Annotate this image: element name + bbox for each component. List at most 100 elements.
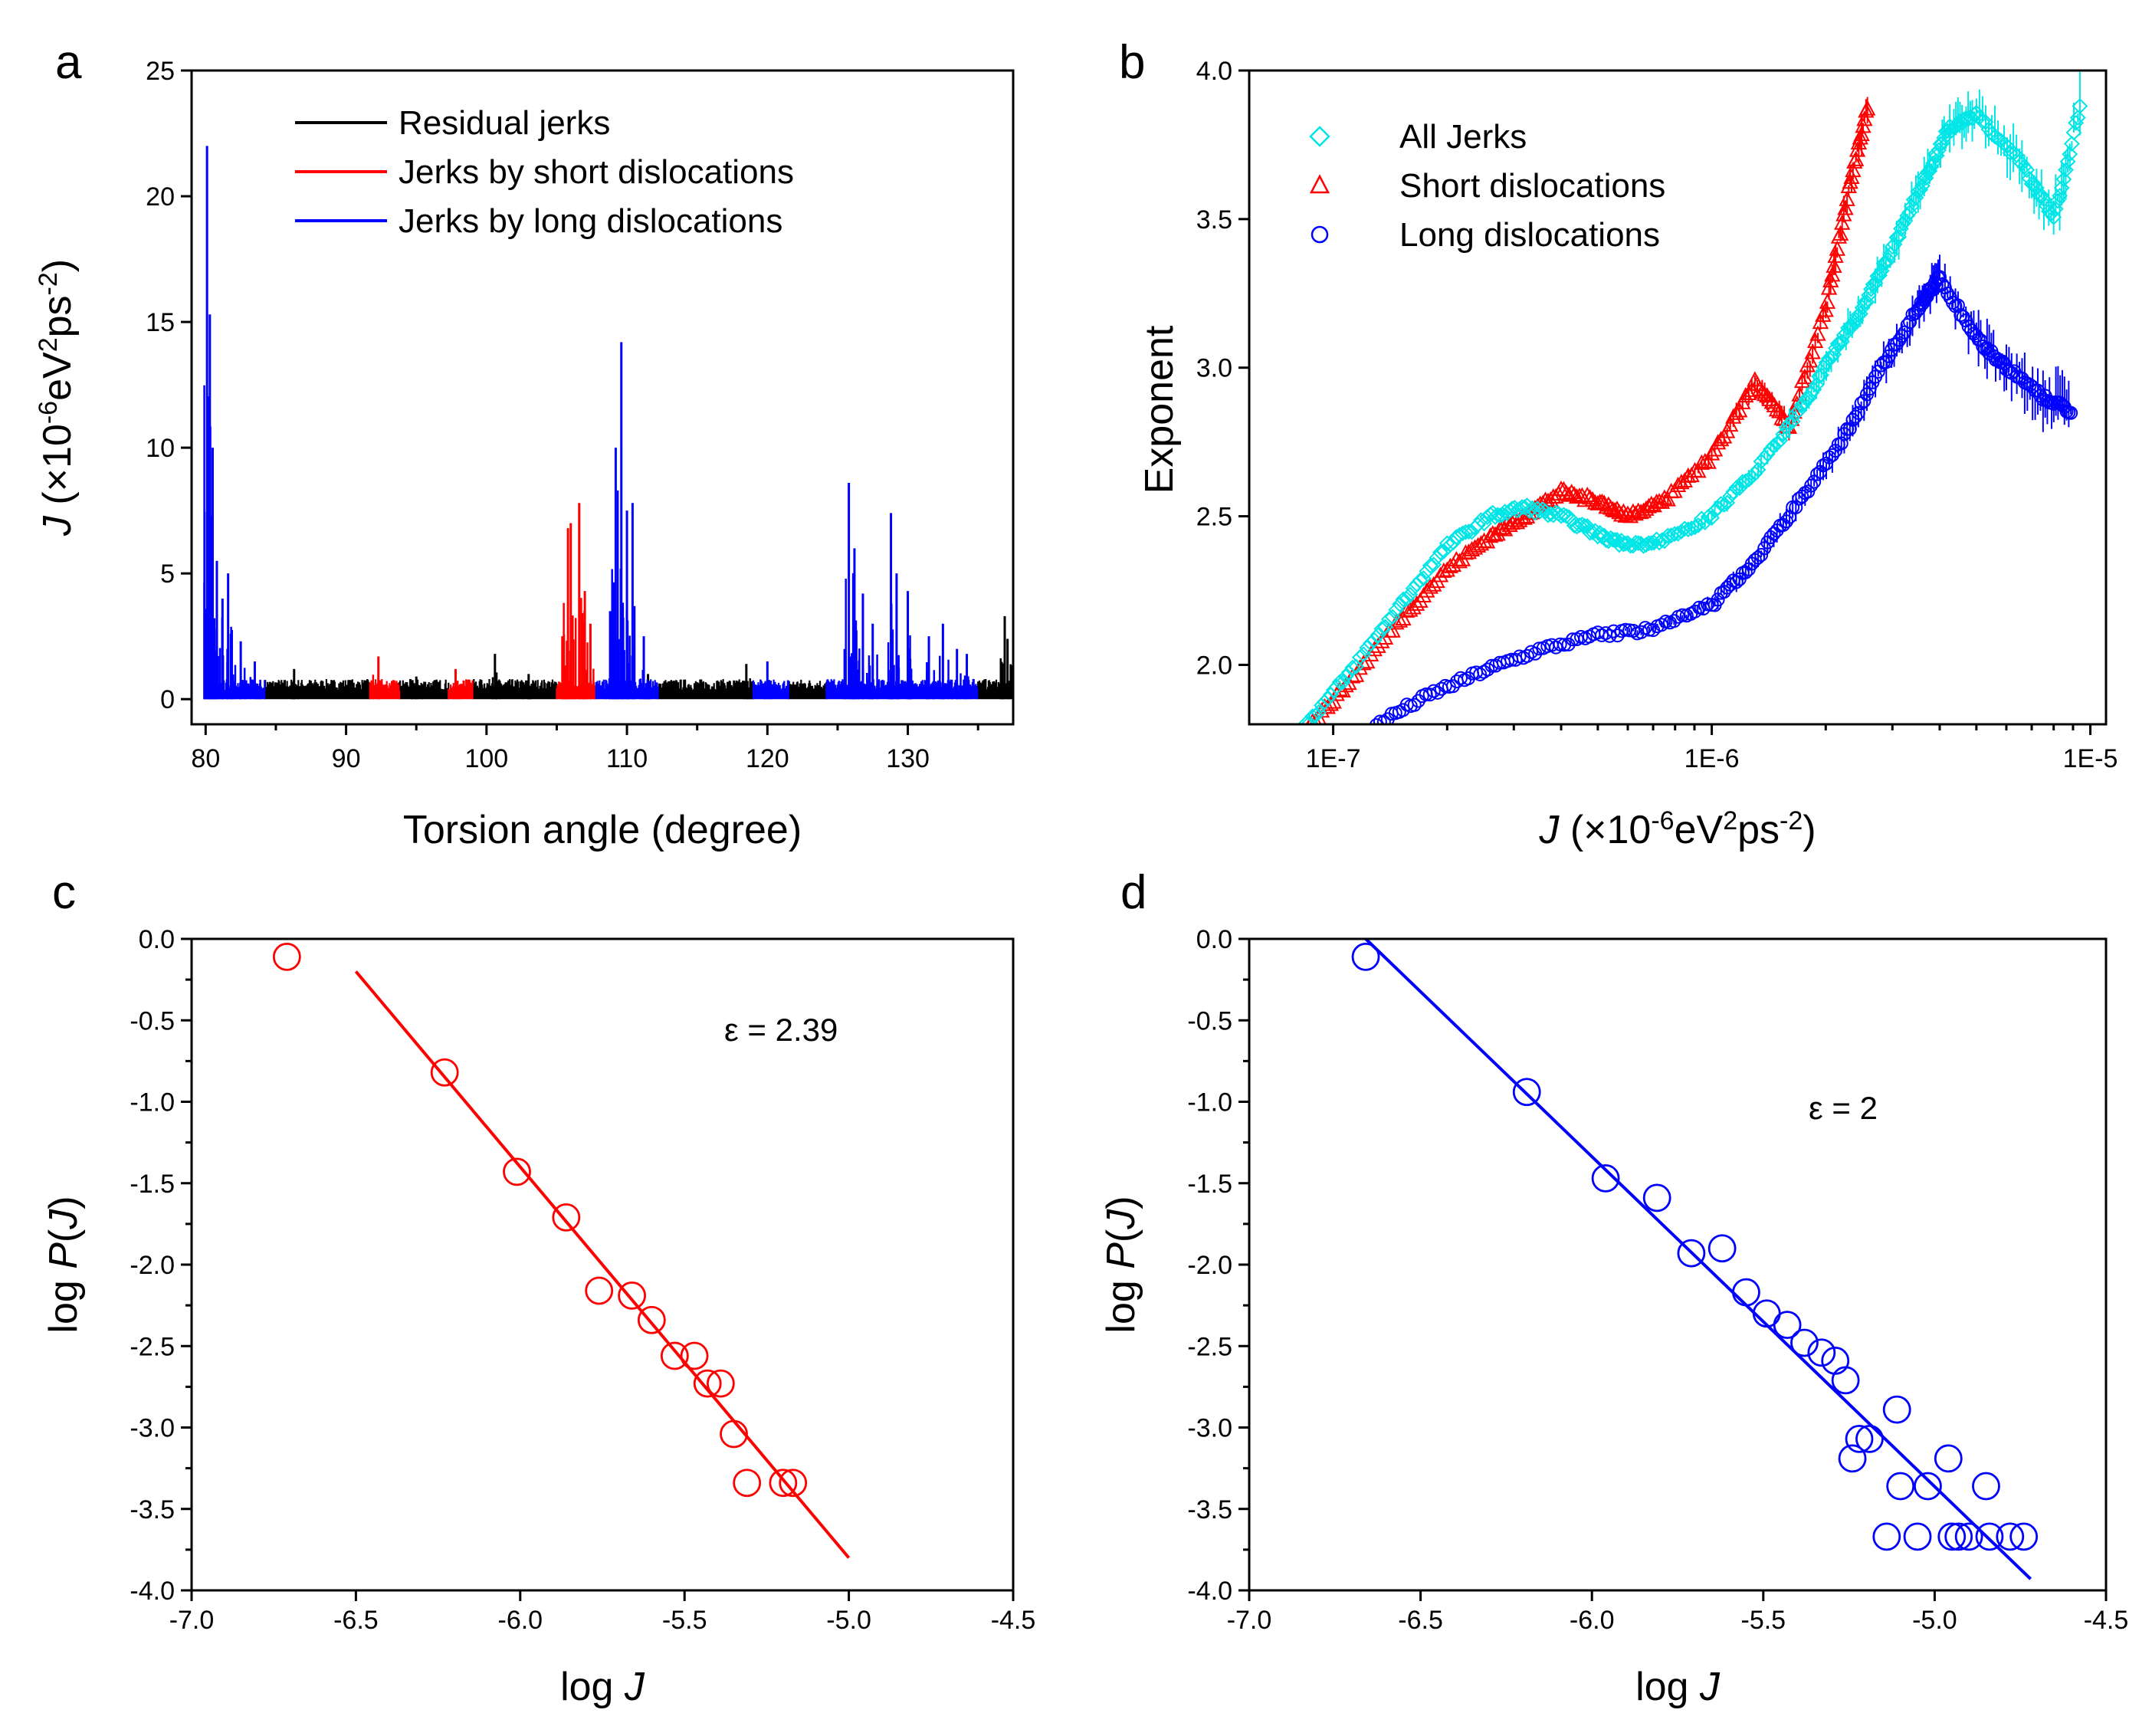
data-point — [1369, 718, 1383, 724]
data-point — [1307, 707, 1324, 724]
data-point — [1677, 1239, 1706, 1268]
data-point — [1591, 1163, 1620, 1193]
data-point — [1519, 497, 1535, 514]
data-point — [2033, 389, 2048, 403]
y-tick-label: 10 — [146, 434, 175, 463]
data-point — [1891, 228, 1908, 245]
data-point — [2033, 187, 2050, 204]
data-point — [1532, 642, 1547, 656]
data-point — [1537, 503, 1553, 520]
data-point — [1359, 639, 1376, 656]
x-axis-title: log J — [1635, 1665, 1721, 1709]
data-point — [1472, 535, 1490, 551]
panel-letter-c: c — [52, 866, 76, 919]
data-point — [2064, 405, 2078, 420]
data-point — [1914, 1472, 1942, 1501]
data-point — [1972, 1472, 2000, 1501]
data-point — [1432, 544, 1448, 561]
x-tick-label: -6.5 — [1398, 1606, 1443, 1635]
data-point — [1977, 113, 1994, 130]
data-point — [1808, 376, 1825, 393]
legend: All Jerks Short dislocations Long dislocat… — [1309, 118, 1665, 254]
y-tick-label: -3.0 — [130, 1414, 175, 1443]
data-point — [1842, 318, 1858, 335]
panel-c-chart: -7.0 -6.5 -6.0 -5.5 -5.0 -4.5 0.0 -0.5 -1.0 -1.5 -… — [41, 925, 1035, 1709]
data-point — [2019, 162, 2036, 179]
data-point — [1954, 1522, 1983, 1551]
x-tick-label: 1E-5 — [2063, 744, 2118, 773]
data-point — [1834, 214, 1851, 230]
legend-label: Short dislocations — [1399, 167, 1665, 205]
data-point — [1845, 161, 1862, 178]
data-point — [1380, 611, 1397, 628]
data-point — [1856, 294, 1873, 311]
data-point — [1331, 674, 1348, 691]
data-point — [2026, 176, 2042, 192]
data-point — [1388, 602, 1405, 619]
data-point — [1603, 628, 1617, 643]
data-point — [1802, 352, 1819, 368]
data-point — [1725, 484, 1742, 500]
data-point — [1589, 528, 1606, 545]
data-point — [1344, 668, 1361, 684]
data-point — [1549, 640, 1563, 655]
data-point — [1524, 500, 1540, 517]
data-point — [1407, 697, 1422, 712]
legend-label: All Jerks — [1399, 118, 1527, 156]
data-point — [2045, 208, 2062, 225]
x-tick-label: -5.5 — [1741, 1606, 1786, 1635]
data-point — [1834, 436, 1849, 451]
data-point — [680, 1341, 709, 1370]
y-tick-label: -3.0 — [1187, 1414, 1232, 1443]
data-point — [1944, 1522, 1973, 1551]
data-point — [1995, 354, 2009, 369]
data-point — [1355, 646, 1372, 663]
data-point — [1807, 474, 1822, 489]
data-point — [1728, 480, 1745, 496]
data-point — [1854, 300, 1871, 316]
data-point — [1598, 498, 1615, 514]
data-point — [1566, 517, 1583, 533]
data-point — [1625, 503, 1642, 519]
x-tick-label: -7.0 — [1227, 1606, 1272, 1635]
data-point — [1859, 100, 1876, 116]
data-point — [1395, 609, 1412, 626]
data-point — [1971, 109, 1988, 126]
data-point — [2063, 136, 2080, 152]
epsilon-annotation: ε = 2 — [1809, 1090, 1878, 1126]
data-point — [1849, 409, 1863, 424]
epsilon-annotation: ε = 2.39 — [724, 1012, 838, 1048]
data-point — [1838, 1444, 1867, 1473]
data-point — [1690, 517, 1707, 533]
data-point — [1488, 658, 1503, 673]
data-point — [1707, 1234, 1737, 1263]
y-tick-label: -0.5 — [130, 1006, 175, 1035]
y-tick-label: 0.0 — [139, 925, 175, 954]
data-point — [1508, 652, 1523, 667]
data-point — [1351, 649, 1368, 666]
data-point — [1688, 604, 1702, 619]
data-point — [1789, 500, 1803, 514]
legend-label: Long dislocations — [1399, 216, 1660, 254]
data-point — [1886, 1472, 1915, 1501]
x-tick-label: 130 — [886, 744, 930, 773]
data-point — [1881, 349, 1896, 363]
y-tick-label: 3.0 — [1196, 354, 1232, 383]
y-tick-label: 20 — [146, 182, 175, 212]
data-point — [1351, 942, 1380, 971]
data-point — [503, 1157, 531, 1186]
data-point — [1473, 667, 1488, 681]
x-tick-label: -5.0 — [826, 1606, 871, 1635]
data-point — [720, 1419, 748, 1449]
data-point — [1384, 609, 1401, 625]
data-point — [2009, 1522, 2039, 1551]
y-tick-label: 25 — [146, 57, 175, 86]
data-point — [1908, 306, 1922, 320]
data-point — [1872, 267, 1888, 284]
series-long — [203, 146, 979, 700]
data-point — [1344, 659, 1361, 676]
data-point — [1611, 537, 1628, 553]
x-tick-label: -5.0 — [1912, 1606, 1957, 1635]
data-point — [2069, 110, 2086, 126]
y-tick-label: -4.0 — [130, 1577, 175, 1606]
